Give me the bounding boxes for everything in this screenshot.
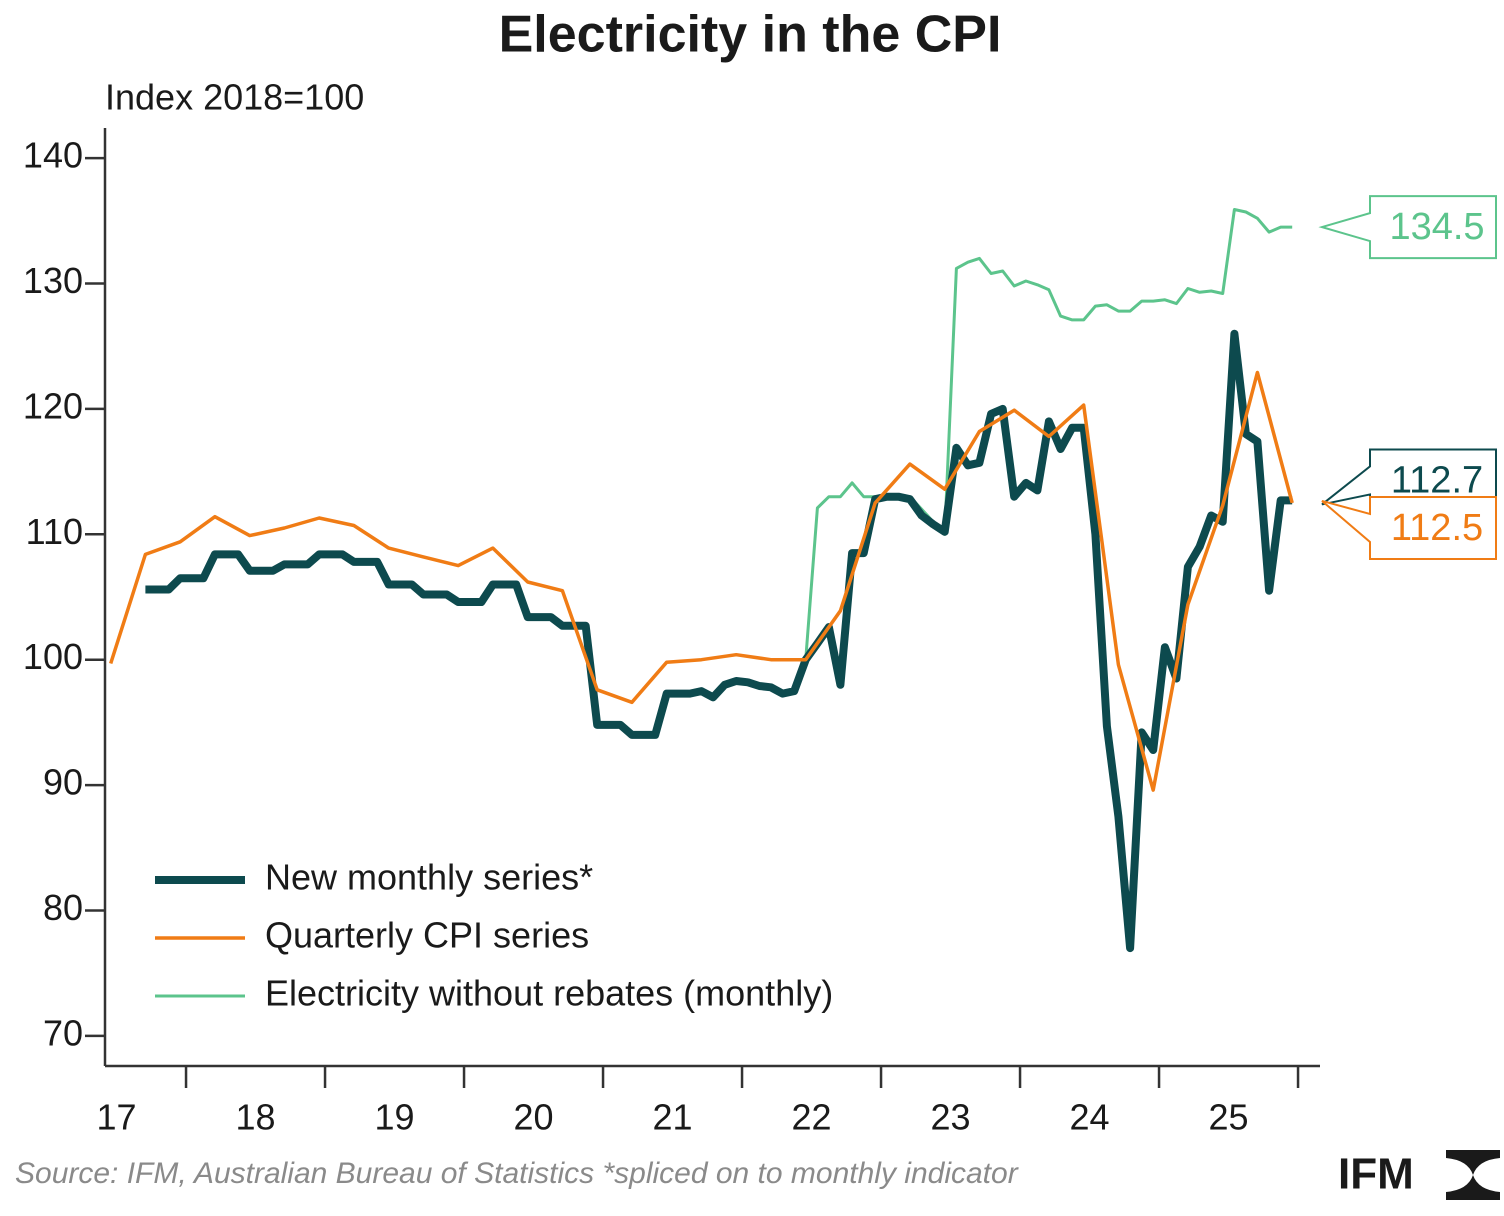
x-tick-label: 24 <box>1070 1097 1110 1138</box>
y-tick-label: 140 <box>23 135 83 176</box>
legend-label: Electricity without rebates (monthly) <box>265 973 833 1014</box>
end-value-label: 112.7 <box>1391 459 1483 501</box>
y-tick-label: 120 <box>23 385 83 426</box>
end-value-label: 134.5 <box>1389 206 1484 248</box>
x-tick-label: 18 <box>236 1097 276 1138</box>
x-tick-label: 19 <box>375 1097 415 1138</box>
y-tick-label: 80 <box>43 887 83 928</box>
logo-icon <box>1446 1150 1500 1200</box>
legend-label: New monthly series* <box>265 857 593 898</box>
x-tick-label: 20 <box>514 1097 554 1138</box>
end-value-label: 112.5 <box>1391 507 1483 549</box>
callout-box <box>1321 495 1497 560</box>
legend-label: Quarterly CPI series <box>265 915 589 956</box>
series-line <box>109 370 1294 792</box>
callout-box <box>1318 195 1497 260</box>
x-tick-label: 22 <box>792 1097 832 1138</box>
y-axis-label: Index 2018=100 <box>105 77 364 118</box>
x-tick-label: 25 <box>1209 1097 1249 1138</box>
source-note: Source: IFM, Australian Bureau of Statis… <box>15 1157 1019 1190</box>
x-tick-label: 21 <box>653 1097 693 1138</box>
x-tick-label: 17 <box>97 1097 137 1138</box>
y-tick-label: 70 <box>43 1012 83 1053</box>
chart-title: Electricity in the CPI <box>499 6 1002 64</box>
logo-shape <box>1446 1150 1500 1175</box>
series-line <box>145 329 1293 953</box>
x-tick-label: 23 <box>931 1097 971 1138</box>
y-tick-label: 90 <box>43 762 83 803</box>
y-tick-label: 110 <box>26 511 83 552</box>
logo-shape <box>1446 1175 1500 1200</box>
y-tick-label: 130 <box>23 260 83 301</box>
logo-text: IFM <box>1338 1150 1414 1199</box>
y-tick-label: 100 <box>23 636 83 677</box>
